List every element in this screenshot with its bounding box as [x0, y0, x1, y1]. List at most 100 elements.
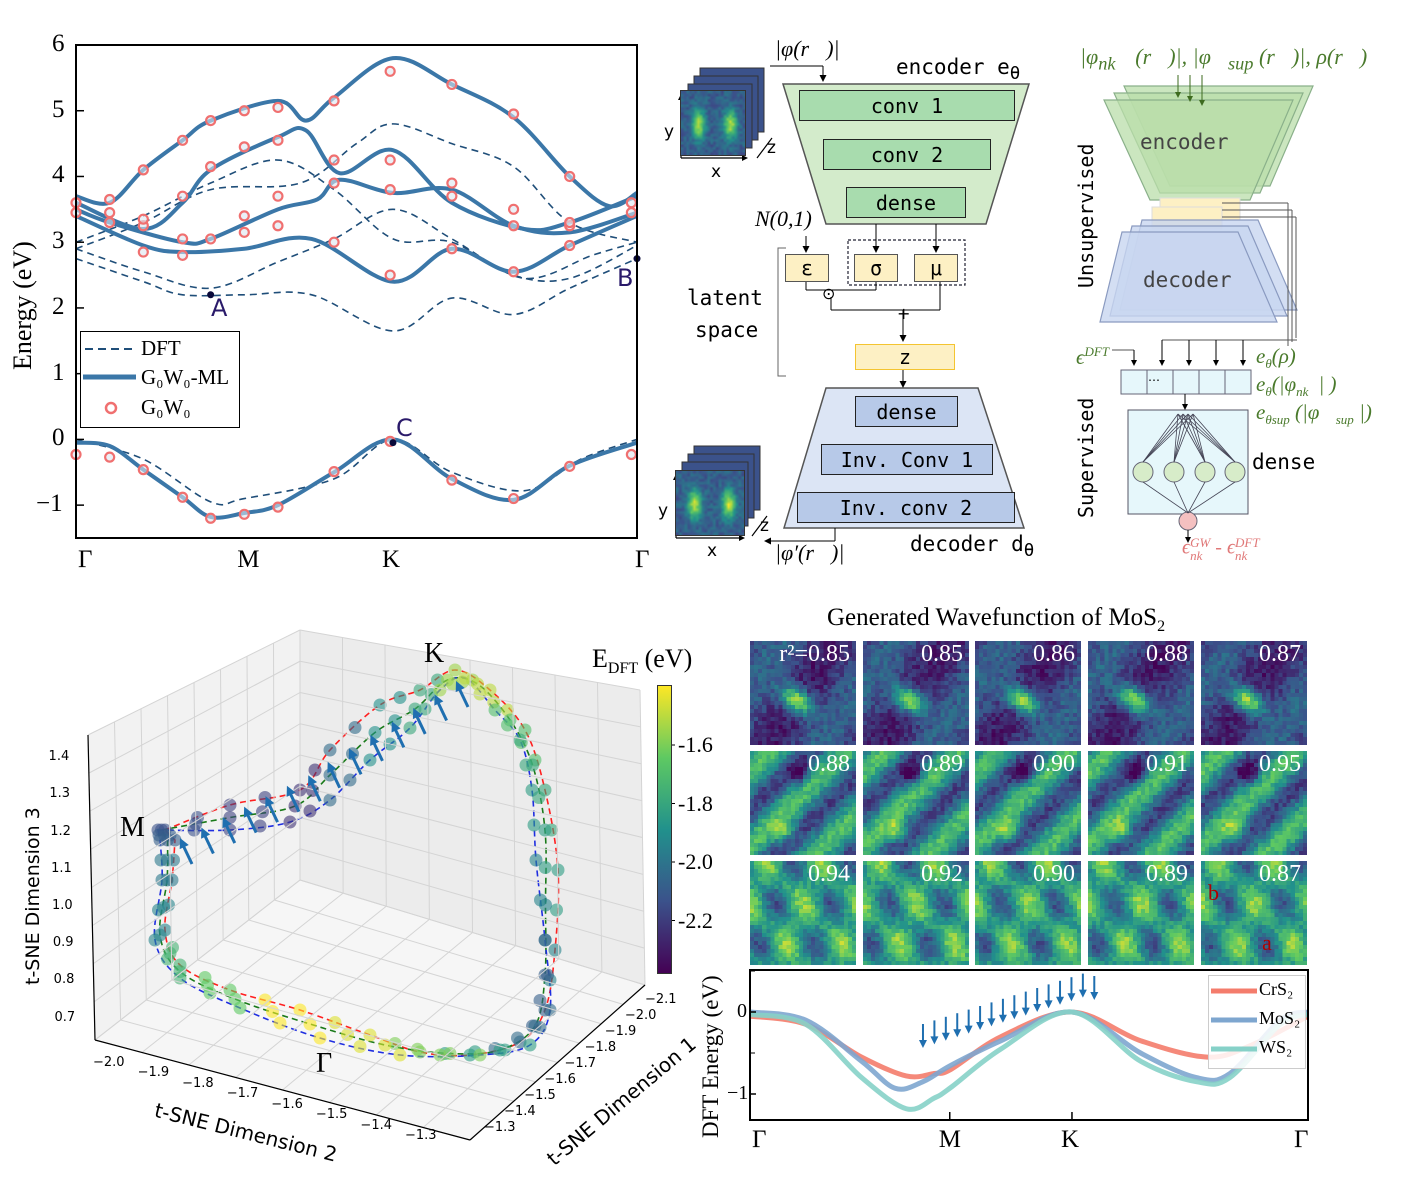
gw-data-point [205, 233, 217, 245]
network-edge [1187, 481, 1206, 514]
gw-data-point [104, 216, 116, 229]
r2-value: 0.94 [808, 861, 850, 887]
heatmap-image [863, 751, 969, 855]
dft-band-line [75, 208, 638, 290]
tsne-data-point [323, 743, 337, 757]
tsne-data-point [473, 687, 487, 701]
r2-value: r²=0.85 [779, 641, 850, 667]
r2-value: 0.87 [1259, 861, 1301, 887]
tsne-data-point [303, 1017, 317, 1031]
colorbar-tick-label: -2.2 [678, 907, 713, 933]
tsne-data-point [148, 933, 162, 947]
heatmap-image [1201, 861, 1307, 965]
r2-value: 0.85 [921, 641, 963, 667]
invconv2-layer: Inv. conv 2 [797, 492, 1015, 523]
tsne-data-point [343, 773, 357, 787]
dft-xtick-label: Γ [752, 1126, 767, 1153]
tsne-data-point [152, 828, 166, 842]
latent-label: latent [687, 286, 763, 310]
y-axis-line [469, 984, 646, 1141]
tsne-xtick-label: −2.0 [93, 1055, 125, 1070]
axis-x-label: x [711, 162, 722, 182]
series-line-WS₂ [749, 1009, 1309, 1112]
tsne-data-point [518, 723, 532, 737]
band-xtick-label: M [237, 546, 260, 573]
wavefunction-heatmap: 0.91 [1088, 751, 1194, 855]
r2-value: 0.90 [1033, 861, 1075, 887]
tsne-arrow-head [348, 748, 358, 760]
tsne-arrow-head [243, 806, 253, 818]
axis-y-label-out: y [658, 501, 669, 521]
band-ytick-label: 4 [52, 161, 65, 189]
gw-data-point [384, 269, 396, 281]
tsne-ytick-label: −2.1 [645, 992, 677, 1007]
tsne-ytick-label: −1.9 [604, 1024, 637, 1039]
decoder-dense-layer: dense [855, 396, 958, 427]
tsne-data-point [471, 677, 484, 691]
tsne-data-point [233, 1001, 247, 1015]
e-rho-label: eθ(ρ) [1256, 344, 1296, 372]
tsne-xtick-label: −1.6 [271, 1096, 303, 1112]
wavefunction-heatmap: 0.86 [975, 641, 1081, 745]
gw-data-point [205, 114, 217, 127]
tsne-data-point [538, 823, 552, 837]
grid-line [299, 629, 641, 691]
tsne-arrow-head [222, 817, 232, 829]
gw-data-point [507, 203, 520, 215]
network-edge [1177, 413, 1236, 463]
tsne-data-point [538, 933, 552, 947]
tsne-path-line [158, 676, 547, 1055]
eps-dft-label: ϵDFT [1076, 344, 1110, 369]
gw-data-point [384, 154, 396, 166]
heatmap-image [750, 751, 856, 855]
tsne-ytick-label: −1.3 [484, 1120, 516, 1135]
colorbar-tick-label: -1.8 [678, 790, 713, 816]
heatmap-image [975, 861, 1081, 965]
gw-data-point [176, 491, 189, 503]
hadamard-symbol: ⊙ [822, 284, 836, 303]
tsne-data-point [534, 893, 547, 907]
colorbar [657, 685, 672, 974]
tsne-data-point [511, 1031, 524, 1045]
grid-line [92, 785, 301, 927]
dft-arrow-head [1067, 993, 1076, 1002]
tsne-data-point [348, 721, 362, 734]
grid-line [299, 848, 645, 949]
tsne-ztick-label: 1.4 [48, 749, 70, 765]
hybrid-diagram [1099, 85, 1314, 531]
tsne-data-point [253, 819, 267, 833]
point-label-b: B [617, 264, 634, 292]
r2-value: 0.89 [1146, 861, 1188, 887]
wavefunction-heatmap: 0.85 [863, 641, 969, 745]
gw-data-point [272, 101, 284, 114]
tsne-xtick-label: −1.3 [405, 1128, 437, 1143]
axis-z-label: z [767, 138, 776, 158]
heatmap-image [1201, 641, 1307, 745]
heatmap-image [863, 861, 969, 965]
output-neuron [1178, 511, 1198, 531]
wavefunction-title: Generated Wavefunction of MoS2 [827, 604, 1166, 635]
tsne-ytick-label: −2.0 [624, 1008, 657, 1023]
axis-z-label-out: z [760, 516, 769, 536]
dft-comparison-chart [749, 969, 1310, 1121]
tsne-data-point [525, 783, 539, 797]
tsne-arrow-head [412, 707, 422, 720]
grid-line [91, 754, 301, 888]
dft-xtick-label: Γ [1294, 1126, 1309, 1153]
arrow-head [1199, 100, 1205, 106]
arrow-head [742, 155, 748, 161]
invconv1-layer: Inv. Conv 1 [821, 444, 993, 475]
gw-data-point [328, 177, 340, 189]
tsne-data-point [413, 683, 427, 697]
tsne-ytick-label: −1.4 [504, 1104, 536, 1119]
wavefunction-heatmap: 0.87 [1201, 641, 1307, 745]
colorbar-title: EDFT (eV) [592, 644, 693, 678]
network-edge [1182, 413, 1206, 463]
tsne-data-point [313, 1031, 327, 1045]
network-edge [1142, 413, 1189, 463]
output-wavefunction-image [675, 470, 745, 536]
epsilon-node: ε [785, 254, 829, 282]
gw-data-point [507, 492, 520, 505]
latent-vector-cell [1224, 369, 1252, 395]
gw-data-point [238, 210, 250, 222]
